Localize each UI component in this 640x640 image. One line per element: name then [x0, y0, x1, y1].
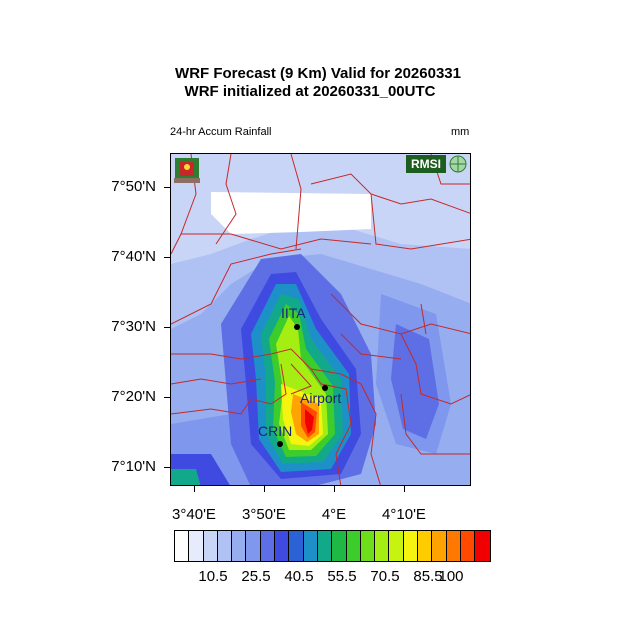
- lat-tick: [164, 257, 170, 258]
- colorbar-swatch: [260, 531, 276, 561]
- rmsi-logo: RMSI: [406, 155, 468, 173]
- colorbar: [174, 530, 491, 562]
- colorbar-swatch: [432, 531, 447, 561]
- lon-label: 3°40'E: [172, 506, 216, 523]
- lat-label: 7°30'N: [111, 318, 156, 335]
- lat-tick: [164, 467, 170, 468]
- lon-tick: [334, 486, 335, 492]
- lat-tick: [164, 187, 170, 188]
- lon-tick: [194, 486, 195, 492]
- rainfall-map: [170, 153, 471, 486]
- lat-label: 7°40'N: [111, 248, 156, 265]
- location-label-crin: CRIN: [258, 423, 293, 439]
- lat-tick: [164, 327, 170, 328]
- station-dot-airport: [322, 385, 328, 391]
- colorbar-swatch: [460, 531, 476, 561]
- colorbar-label: 25.5: [241, 568, 271, 585]
- lon-label: 3°50'E: [242, 506, 286, 523]
- rmsi-logo-text: RMSI: [406, 155, 446, 173]
- lat-label: 7°10'N: [111, 458, 156, 475]
- chart-title-line1: WRF Forecast (9 Km) Valid for 20260331: [175, 65, 461, 82]
- units-label: mm: [451, 126, 470, 138]
- field-label: 24-hr Accum Rainfall: [170, 126, 272, 138]
- colorbar-swatch: [418, 531, 433, 561]
- colorbar-swatch: [389, 531, 404, 561]
- station-dot-crin: [277, 441, 283, 447]
- colorbar-swatch: [217, 531, 233, 561]
- lat-label: 7°50'N: [111, 178, 156, 195]
- chart-title-line2: WRF initialized at 20260331_00UTC: [184, 83, 436, 100]
- colorbar-label: 10.5: [198, 568, 228, 585]
- colorbar-swatch: [175, 531, 190, 561]
- location-label-airport: Airport: [300, 390, 342, 406]
- colorbar-swatch: [375, 531, 390, 561]
- lon-label: 4°E: [321, 506, 347, 523]
- colorbar-swatch: [246, 531, 261, 561]
- location-label-iita: IITA: [281, 305, 306, 321]
- station-dot-iita: [294, 324, 300, 330]
- colorbar-label: 70.5: [370, 568, 400, 585]
- rain-band-none: [211, 192, 371, 234]
- colorbar-swatch: [203, 531, 218, 561]
- lat-tick: [164, 397, 170, 398]
- colorbar-swatch: [346, 531, 361, 561]
- colorbar-swatch: [360, 531, 376, 561]
- rain-band-low3: [171, 469, 201, 485]
- colorbar-swatch: [289, 531, 304, 561]
- colorbar-swatch: [403, 531, 419, 561]
- colorbar-label: 85.5: [413, 568, 443, 585]
- colorbar-swatch: [446, 531, 461, 561]
- colorbar-swatch: [232, 531, 247, 561]
- admin-boundaries: [171, 154, 470, 485]
- colorbar-swatch: [475, 531, 490, 561]
- colorbar-label: 55.5: [327, 568, 357, 585]
- colorbar-swatch: [317, 531, 333, 561]
- lon-label: 4°10'E: [382, 506, 426, 523]
- state-emblem-icon: [172, 155, 202, 185]
- colorbar-swatch: [303, 531, 318, 561]
- colorbar-swatch: [189, 531, 204, 561]
- lon-tick: [264, 486, 265, 492]
- lat-label: 7°20'N: [111, 388, 156, 405]
- colorbar-swatch: [275, 531, 290, 561]
- colorbar-swatch: [332, 531, 347, 561]
- lon-tick: [404, 486, 405, 492]
- colorbar-label: 40.5: [284, 568, 314, 585]
- rain-band-core10: [305, 409, 314, 434]
- globe-icon: [449, 155, 467, 173]
- colorbar-label: 100: [438, 568, 464, 585]
